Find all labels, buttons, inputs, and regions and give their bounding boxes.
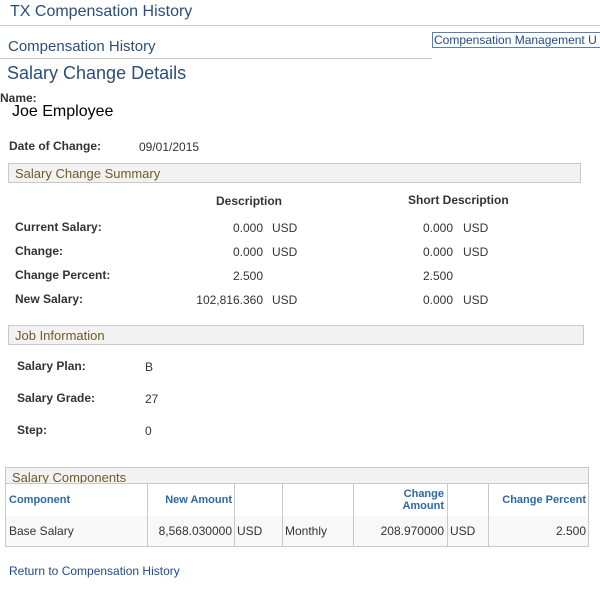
change-percent-short-value: 2.500 — [422, 269, 453, 283]
app-title: TX Compensation History — [10, 3, 193, 20]
change-short-amount: 0.000 — [422, 245, 453, 259]
currency-cell: USD — [237, 524, 263, 538]
return-to-compensation-history-link[interactable]: Return to Compensation History — [9, 564, 180, 578]
header-divider — [0, 25, 600, 26]
change-label: Change: — [15, 244, 63, 258]
section-title: Salary Change Summary — [15, 166, 161, 181]
salary-grade-value: 27 — [145, 392, 159, 406]
current-salary-label: Current Salary: — [15, 220, 102, 234]
short-description-column-header: Short Description — [408, 193, 509, 207]
salary-grade-label: Salary Grade: — [17, 391, 96, 405]
grid-divider — [147, 484, 148, 546]
new-salary-amount: 102,816.360 — [196, 293, 263, 307]
salary-plan-label: Salary Plan: — [17, 359, 86, 373]
name-label: Name: — [0, 91, 37, 105]
new-salary-label: New Salary: — [15, 292, 84, 306]
current-salary-short-currency: USD — [463, 221, 489, 235]
employee-name: Joe Employee — [12, 103, 114, 120]
date-of-change-value: 09/01/2015 — [139, 140, 200, 154]
description-column-header: Description — [216, 194, 283, 208]
compensation-management-link[interactable]: Compensation Management U — [432, 32, 600, 48]
grid-divider — [282, 484, 283, 546]
component-cell: Base Salary — [9, 524, 74, 538]
current-salary-amount: 0.000 — [232, 221, 263, 235]
change-percent-value: 2.500 — [232, 269, 263, 283]
new-amount-column-header[interactable]: New Amount — [165, 494, 232, 506]
change-percent-column-header[interactable]: Change Percent — [502, 494, 586, 506]
change-short-currency: USD — [463, 245, 489, 259]
change-amount: 0.000 — [232, 245, 263, 259]
change-percent-label: Change Percent: — [15, 268, 111, 282]
breadcrumb[interactable]: Compensation History — [8, 38, 156, 55]
change-currency-cell: USD — [450, 524, 476, 538]
page-title: Salary Change Details — [7, 63, 187, 83]
change-amount-cell: 208.970000 — [380, 524, 444, 538]
change-amount-column-header-line1[interactable]: Change — [403, 488, 444, 500]
salary-components-grid: Component New Amount Change Amount Chang… — [5, 483, 589, 547]
table-row — [6, 516, 588, 546]
new-amount-cell: 8,568.030000 — [158, 524, 232, 538]
date-of-change-label: Date of Change: — [9, 139, 102, 153]
breadcrumb-divider — [0, 58, 432, 59]
current-salary-currency: USD — [272, 221, 298, 235]
current-salary-short-amount: 0.000 — [422, 221, 453, 235]
step-value: 0 — [145, 424, 152, 438]
salary-change-summary-header: Salary Change Summary — [8, 163, 581, 183]
component-column-header[interactable]: Component — [9, 494, 71, 506]
change-currency: USD — [272, 245, 298, 259]
new-salary-short-amount: 0.000 — [422, 293, 453, 307]
grid-header-row — [6, 484, 588, 517]
grid-divider — [353, 484, 354, 546]
change-amount-column-header-line2[interactable]: Amount — [402, 500, 444, 512]
section-title: Salary Components — [12, 470, 127, 485]
job-information-header: Job Information — [8, 325, 584, 345]
new-salary-currency: USD — [272, 293, 298, 307]
grid-divider — [234, 484, 235, 546]
grid-divider — [447, 484, 448, 546]
frequency-cell: Monthly — [285, 524, 328, 538]
salary-plan-value: B — [145, 360, 154, 374]
section-title: Job Information — [15, 328, 105, 343]
step-label: Step: — [17, 423, 47, 437]
change-percent-cell: 2.500 — [555, 524, 586, 538]
grid-divider — [488, 484, 489, 546]
new-salary-short-currency: USD — [463, 293, 489, 307]
